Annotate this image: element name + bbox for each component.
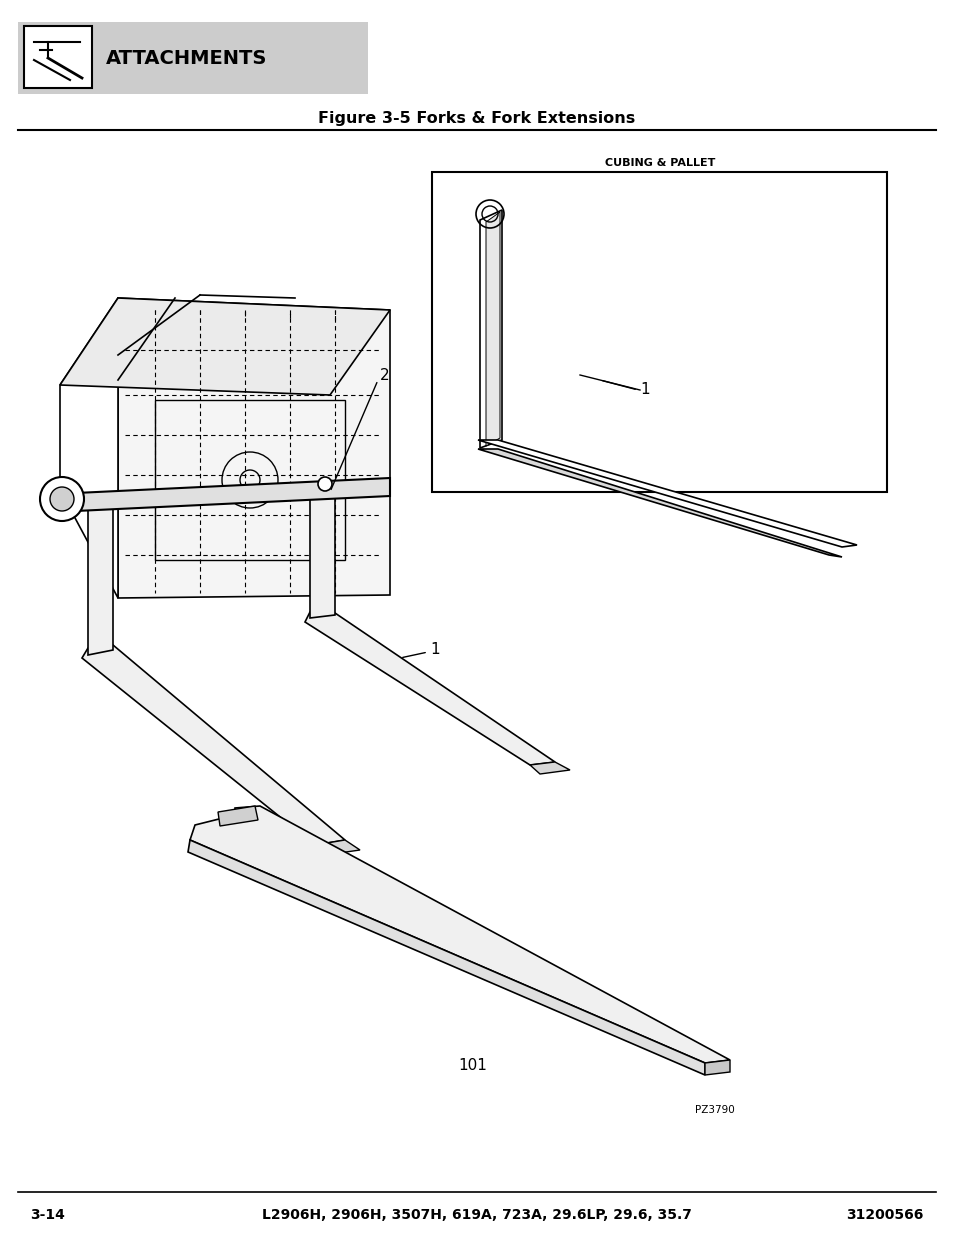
Polygon shape (60, 298, 118, 598)
Polygon shape (190, 806, 729, 1063)
Polygon shape (55, 478, 390, 513)
Polygon shape (310, 490, 335, 618)
Text: 31200566: 31200566 (845, 1208, 923, 1221)
Circle shape (40, 477, 84, 521)
Polygon shape (704, 1060, 729, 1074)
Polygon shape (485, 212, 499, 446)
Bar (432, 172, 886, 492)
Polygon shape (305, 613, 555, 764)
Polygon shape (60, 298, 390, 395)
Polygon shape (477, 450, 841, 557)
Polygon shape (218, 806, 257, 826)
Text: ATTACHMENTS: ATTACHMENTS (106, 49, 267, 68)
Polygon shape (88, 506, 112, 655)
Text: 2: 2 (379, 368, 389, 383)
Polygon shape (530, 762, 569, 774)
Text: 101: 101 (457, 1057, 486, 1072)
Polygon shape (479, 210, 501, 448)
Bar (24, 26, 91, 88)
Text: CUBING & PALLET: CUBING & PALLET (604, 158, 715, 168)
Text: PZ3790: PZ3790 (695, 1105, 734, 1115)
Bar (154, 400, 345, 559)
Text: L2906H, 2906H, 3507H, 619A, 723A, 29.6LP, 29.6, 35.7: L2906H, 2906H, 3507H, 619A, 723A, 29.6LP… (262, 1208, 691, 1221)
Polygon shape (82, 645, 345, 845)
Circle shape (317, 477, 332, 492)
Text: Figure 3-5 Forks & Fork Extensions: Figure 3-5 Forks & Fork Extensions (318, 110, 635, 126)
Polygon shape (314, 840, 359, 855)
Polygon shape (188, 840, 704, 1074)
Bar (18, 22, 368, 94)
Polygon shape (477, 440, 856, 547)
Circle shape (50, 487, 74, 511)
Text: 3-14: 3-14 (30, 1208, 65, 1221)
Text: 1: 1 (430, 642, 439, 657)
Polygon shape (118, 298, 390, 598)
Text: 1: 1 (639, 383, 649, 398)
